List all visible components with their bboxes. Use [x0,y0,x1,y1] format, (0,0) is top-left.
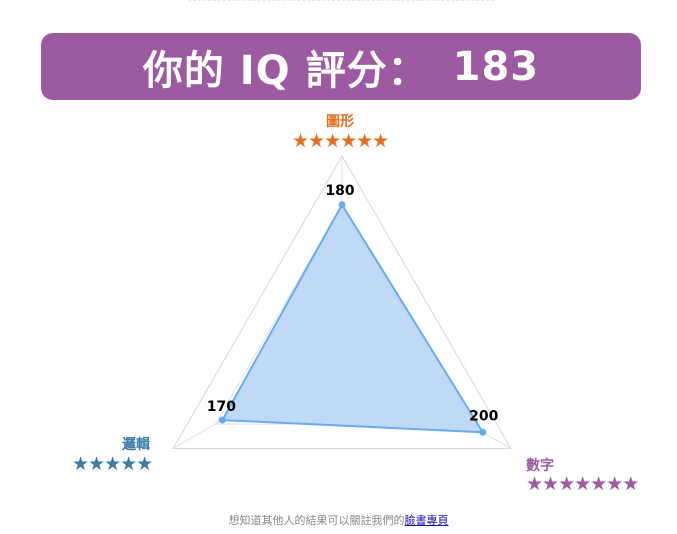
radar-data-point [218,416,226,424]
axis-stars-logic: ★★★★★ [72,453,153,475]
facebook-page-link[interactable]: 臉書專頁 [404,514,449,527]
score-title: 你的 IQ 評分： [142,47,429,94]
axis-label-numbers: 數字 [526,458,554,474]
score-value: 183 [452,43,540,90]
radar-data-point [338,201,346,209]
axis-label-graphics: 圖形 [326,114,354,130]
radar-value-label: 170 [207,399,236,415]
radar-value-labels: 180 200 170 [207,183,499,425]
radar-data-point [479,428,487,436]
axis-stars-graphics: ★★★★★★ [292,130,389,152]
axis-label-logic: 邏輯 [122,437,150,453]
top-divider [188,0,494,3]
radar-value-label: 200 [469,408,498,424]
footer-text: 想知道其他人的結果可以關註我們的 [228,514,405,527]
axis-stars-numbers: ★★★★★★★ [526,473,639,495]
radar-data-area [220,202,485,434]
footer-note: 想知道其他人的結果可以關註我們的臉書專頁 [0,512,677,528]
radar-data-points [218,201,487,436]
radar-grid-ring [172,154,512,449]
radar-value-label: 180 [325,183,354,199]
score-banner: 你的 IQ 評分： 183 [41,33,641,100]
